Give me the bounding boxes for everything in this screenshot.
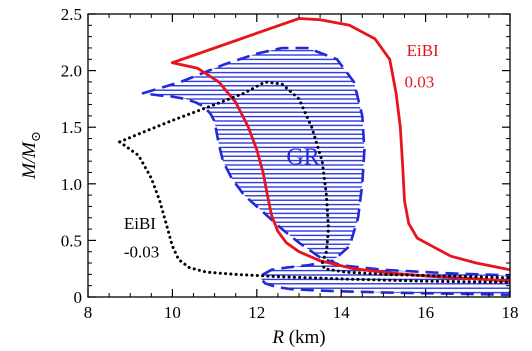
series-layer <box>118 17 510 296</box>
annotation-label: GR <box>286 145 319 171</box>
y-axis-label: M/M⊙ <box>19 131 43 180</box>
series-line-3 <box>118 80 510 280</box>
series-line-2 <box>171 61 510 283</box>
x-axis-label: R (km) <box>271 327 325 348</box>
x-tick-label: 18 <box>502 303 519 322</box>
y-tick-label: 0 <box>74 288 83 307</box>
annotation-label: EiBI <box>407 41 439 60</box>
axis-ticks: 8 10 12 14 16 18 0 0.5 1.0 1.5 2.0 2.5 <box>61 5 519 322</box>
annotation-layer: EiBI 0.03 GR EiBI -0.03 <box>124 41 439 261</box>
x-tick-label: 16 <box>417 303 434 322</box>
series-line-0 <box>141 46 510 296</box>
y-axis-label-main: M/M <box>19 141 40 180</box>
x-tick-label: 14 <box>333 303 351 322</box>
y-tick-label: 2.0 <box>61 62 82 81</box>
y-axis-label-sun-symbol: ⊙ <box>28 131 43 142</box>
y-tick-label: 1.5 <box>61 118 82 137</box>
x-tick-label: 10 <box>164 303 181 322</box>
series-line-1 <box>171 17 510 272</box>
annotation-label: 0.03 <box>405 73 435 92</box>
x-axis-label-unit: (km) <box>284 327 326 348</box>
x-axis-label-variable: R <box>271 327 284 348</box>
x-tick-label: 12 <box>248 303 265 322</box>
x-tick-label: 8 <box>84 303 93 322</box>
y-tick-label: 2.5 <box>61 5 82 24</box>
gr-hatched-region <box>142 48 510 295</box>
y-tick-label: 1.0 <box>61 175 82 194</box>
annotation-label: EiBI <box>124 214 156 233</box>
annotation-label: -0.03 <box>124 242 159 261</box>
y-tick-label: 0.5 <box>61 231 82 250</box>
series-line-4 <box>118 140 510 284</box>
